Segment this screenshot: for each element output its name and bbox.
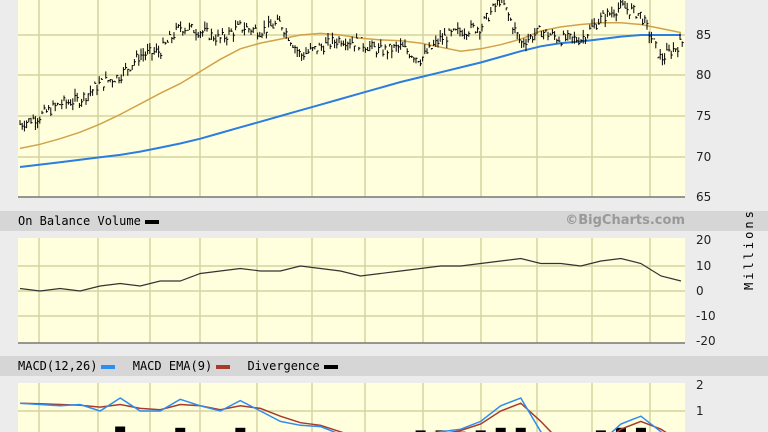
obv-header: On Balance Volume ©BigCharts.com — [0, 211, 768, 231]
obv-tick: 20 — [696, 233, 712, 247]
price-tick: 85 — [696, 28, 712, 42]
macd-ema-line — [19, 402, 667, 432]
brand-watermark: ©BigCharts.com — [565, 213, 685, 228]
divergence-bar — [495, 427, 506, 432]
divergence-bar — [415, 430, 426, 432]
ma-long-line — [19, 34, 681, 168]
price-tick: 70 — [696, 150, 712, 164]
macd-ema-legend-key — [216, 364, 231, 369]
obv-line — [19, 257, 682, 292]
macd-panel-background — [18, 383, 685, 432]
price-tick: 75 — [696, 109, 712, 123]
price-tick: 65 — [696, 190, 712, 204]
macd-legend-label: MACD(12,26) — [18, 359, 98, 373]
divergence-bar — [635, 427, 646, 432]
macd-header: MACD(12,26) MACD EMA(9) Divergence — [0, 356, 768, 376]
macd-line — [19, 397, 663, 432]
divergence-bar — [235, 427, 246, 432]
divergence-bar — [595, 430, 606, 432]
obv-unit-label: Millions — [742, 208, 756, 290]
obv-tick: -20 — [696, 334, 716, 348]
macd-tick: 1 — [696, 404, 704, 418]
price-panel-background — [18, 0, 685, 197]
obv-legend-key — [144, 219, 159, 224]
divergence-bar — [475, 430, 486, 432]
divergence-bar — [515, 427, 526, 432]
divergence-legend-label: Divergence — [247, 359, 320, 373]
obv-tick: 0 — [696, 284, 704, 298]
obv-tick: -10 — [696, 309, 716, 323]
ma-short-line — [19, 22, 682, 150]
divergence-bar — [115, 426, 126, 432]
macd-tick: 2 — [696, 378, 704, 392]
divergence-bar — [175, 427, 186, 432]
macd-legend-key — [101, 364, 116, 369]
divergence-legend-key — [323, 364, 338, 369]
obv-tick: 10 — [696, 259, 712, 273]
macd-ema-legend-label: MACD EMA(9) — [132, 359, 213, 373]
price-tick: 80 — [696, 68, 712, 82]
obv-title: On Balance Volume — [18, 214, 141, 228]
